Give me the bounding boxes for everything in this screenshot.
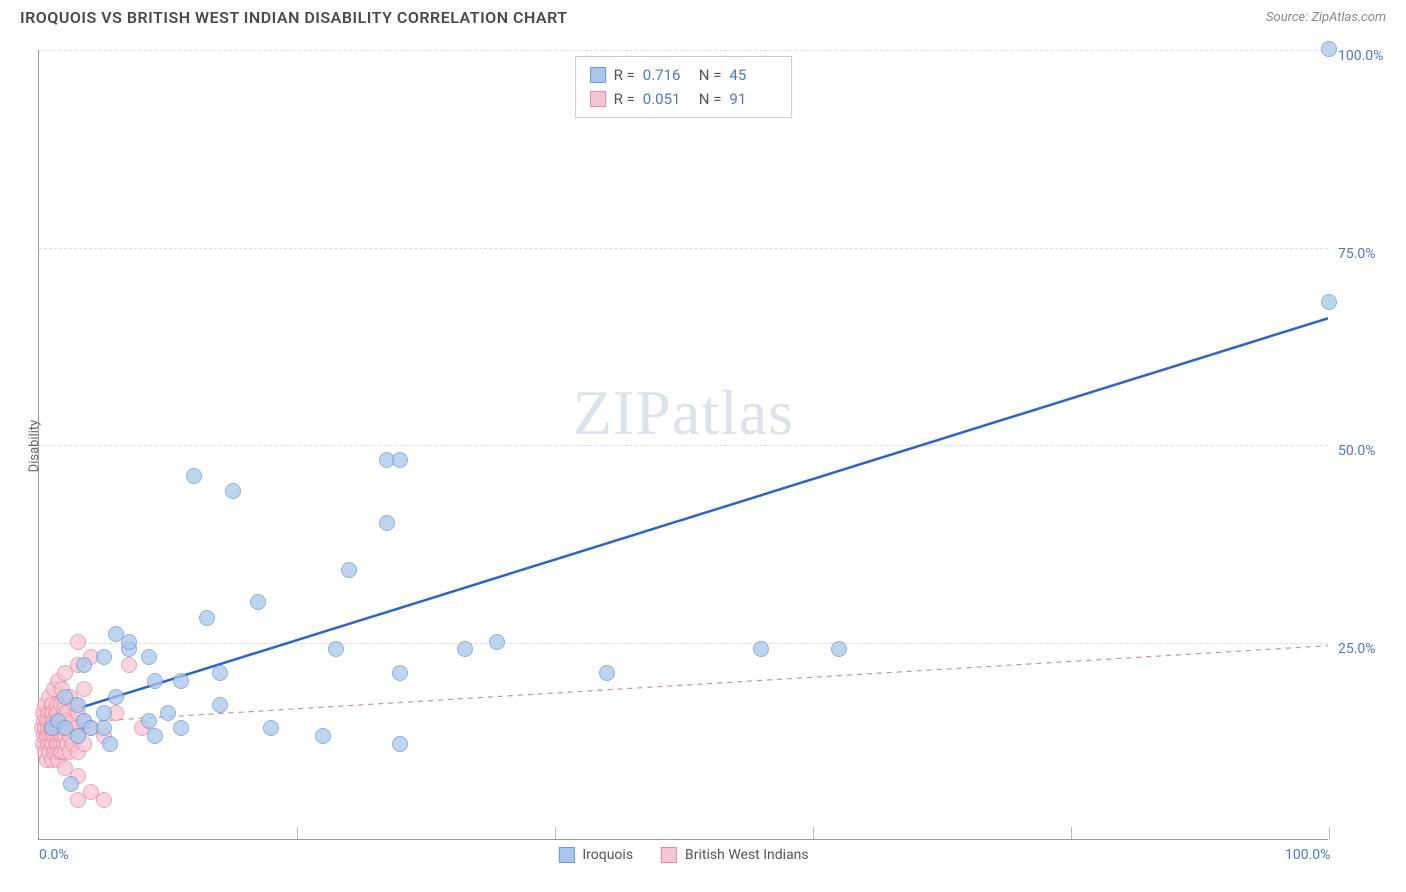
data-point-iroquois bbox=[160, 705, 176, 721]
data-point-iroquois bbox=[121, 634, 137, 650]
n-value-bwi: 91 bbox=[729, 87, 777, 111]
source-name: ZipAtlas.com bbox=[1311, 10, 1386, 25]
legend-item-bwi: British West Indians bbox=[661, 847, 809, 863]
gridline-v bbox=[555, 827, 556, 839]
data-point-bwi bbox=[121, 657, 137, 673]
watermark: ZIPatlas bbox=[573, 376, 794, 450]
trendline bbox=[39, 646, 1328, 725]
legend-label-iroquois: Iroquois bbox=[582, 847, 633, 863]
legend-row-iroquois: R = 0.716 N = 45 bbox=[590, 63, 778, 87]
data-point-iroquois bbox=[173, 673, 189, 689]
r-label: R = bbox=[614, 63, 635, 87]
data-point-iroquois bbox=[489, 634, 505, 650]
correlation-legend: R = 0.716 N = 45 R = 0.051 N = 91 bbox=[575, 56, 793, 118]
legend-item-iroquois: Iroquois bbox=[558, 847, 633, 863]
data-point-iroquois bbox=[96, 720, 112, 736]
trendline bbox=[39, 318, 1328, 720]
data-point-iroquois bbox=[392, 452, 408, 468]
data-point-bwi bbox=[70, 634, 86, 650]
source-prefix: Source: bbox=[1266, 10, 1311, 25]
data-point-iroquois bbox=[379, 515, 395, 531]
data-point-iroquois bbox=[753, 641, 769, 657]
data-point-iroquois bbox=[1321, 294, 1337, 310]
y-tick-label: 50.0% bbox=[1338, 443, 1398, 459]
swatch-iroquois bbox=[558, 847, 574, 863]
data-point-iroquois bbox=[70, 697, 86, 713]
data-point-iroquois bbox=[212, 697, 228, 713]
swatch-bwi bbox=[590, 91, 606, 107]
data-point-bwi bbox=[96, 792, 112, 808]
data-point-iroquois bbox=[392, 736, 408, 752]
gridline-h bbox=[39, 445, 1328, 446]
data-point-iroquois bbox=[199, 610, 215, 626]
data-point-iroquois bbox=[102, 736, 118, 752]
n-value-iroquois: 45 bbox=[729, 63, 777, 87]
data-point-iroquois bbox=[96, 649, 112, 665]
gridline-h bbox=[39, 248, 1328, 249]
x-tick-label: 0.0% bbox=[39, 847, 69, 863]
chart-plot-area: ZIPatlas R = 0.716 N = 45 R = 0.051 N = … bbox=[38, 50, 1328, 840]
swatch-bwi bbox=[661, 847, 677, 863]
data-point-iroquois bbox=[392, 665, 408, 681]
data-point-iroquois bbox=[141, 649, 157, 665]
data-point-iroquois bbox=[173, 720, 189, 736]
data-point-iroquois bbox=[1321, 41, 1337, 57]
y-tick-label: 100.0% bbox=[1338, 48, 1398, 64]
r-value-bwi: 0.051 bbox=[643, 87, 691, 111]
data-point-iroquois bbox=[186, 468, 202, 484]
data-point-iroquois bbox=[147, 728, 163, 744]
r-label: R = bbox=[614, 87, 635, 111]
data-point-iroquois bbox=[328, 641, 344, 657]
data-point-iroquois bbox=[341, 562, 357, 578]
data-point-iroquois bbox=[225, 483, 241, 499]
legend-label-bwi: British West Indians bbox=[685, 847, 809, 863]
data-point-iroquois bbox=[315, 728, 331, 744]
y-tick-label: 25.0% bbox=[1338, 641, 1398, 657]
data-point-iroquois bbox=[831, 641, 847, 657]
gridline-v bbox=[813, 827, 814, 839]
data-point-iroquois bbox=[96, 705, 112, 721]
source-attribution: Source: ZipAtlas.com bbox=[1266, 10, 1386, 25]
data-point-bwi bbox=[76, 681, 92, 697]
gridline-h bbox=[39, 643, 1328, 644]
data-point-iroquois bbox=[76, 657, 92, 673]
legend-row-bwi: R = 0.051 N = 91 bbox=[590, 87, 778, 111]
gridline-v bbox=[1329, 827, 1330, 839]
data-point-iroquois bbox=[457, 641, 473, 657]
data-point-iroquois bbox=[599, 665, 615, 681]
data-point-iroquois bbox=[263, 720, 279, 736]
data-point-iroquois bbox=[108, 689, 124, 705]
x-tick-label: 100.0% bbox=[1285, 847, 1330, 863]
r-value-iroquois: 0.716 bbox=[643, 63, 691, 87]
gridline-v bbox=[1071, 827, 1072, 839]
data-point-iroquois bbox=[147, 673, 163, 689]
data-point-iroquois bbox=[63, 776, 79, 792]
swatch-iroquois bbox=[590, 67, 606, 83]
data-point-iroquois bbox=[250, 594, 266, 610]
chart-title: IROQUOIS VS BRITISH WEST INDIAN DISABILI… bbox=[20, 8, 568, 27]
y-tick-label: 75.0% bbox=[1338, 246, 1398, 262]
gridline-v bbox=[297, 827, 298, 839]
gridline-h bbox=[39, 50, 1328, 51]
n-label: N = bbox=[699, 63, 722, 87]
series-legend: Iroquois British West Indians bbox=[558, 847, 808, 863]
data-point-iroquois bbox=[141, 713, 157, 729]
data-point-iroquois bbox=[212, 665, 228, 681]
n-label: N = bbox=[699, 87, 722, 111]
